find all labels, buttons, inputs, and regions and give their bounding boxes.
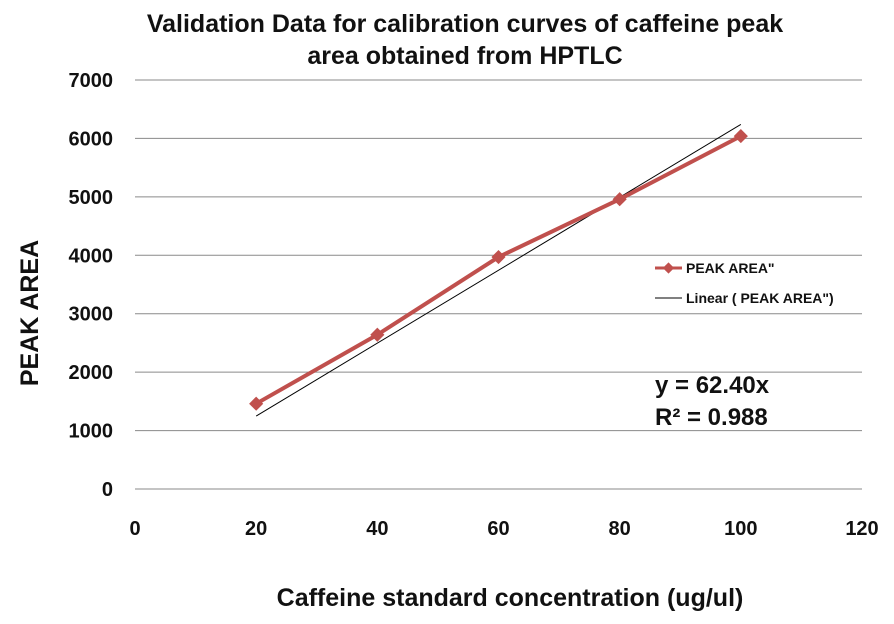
chart-title: Validation Data for calibration curves o… [147,10,783,70]
y-tick-label: 1000 [69,421,114,443]
y-tick-label: 3000 [69,304,114,326]
legend-series-label: PEAK AREA" [686,260,775,276]
x-tick-label: 80 [609,518,631,540]
y-axis-ticks: 0 1000 2000 3000 4000 5000 6000 7000 [69,70,114,501]
trendline-layer [255,123,742,417]
legend-trendline-label: Linear ( PEAK AREA") [686,290,834,306]
gridlines [135,79,862,432]
data-point-marker [370,327,385,342]
equation-text: y = 62.40x [655,372,770,399]
y-tick-label: 7000 [69,70,114,92]
r-squared-text: R² = 0.988 [655,404,768,431]
x-tick-label: 40 [366,518,388,540]
data-point-marker [491,249,506,265]
y-tick-label: 6000 [69,128,114,150]
y-tick-label: 2000 [69,362,114,384]
data-point-marker [733,129,748,144]
legend-series-marker [662,262,675,274]
chart-title-line-1: Validation Data for calibration curves o… [147,10,783,38]
data-point-marker [249,396,264,411]
y-tick-label: 5000 [69,187,114,209]
x-tick-label: 100 [724,518,757,540]
y-tick-label: 4000 [69,245,114,267]
legend: PEAK AREA" Linear ( PEAK AREA") [655,260,834,306]
x-axis-ticks: 0 20 40 60 80 100 120 [129,518,878,540]
trendline-equation: y = 62.40x R² = 0.988 [655,372,770,431]
chart-title-line-2: area obtained from HPTLC [307,42,622,70]
x-tick-label: 120 [845,518,878,540]
y-axis-label: PEAK AREA [16,240,44,386]
x-axis-label: Caffeine standard concentration (ug/ul) [277,584,744,612]
trendline [255,123,742,417]
x-tick-label: 0 [129,518,140,540]
series-layer [249,129,748,411]
y-tick-label: 0 [102,479,113,501]
data-point-marker [612,192,627,207]
x-tick-label: 20 [245,518,267,540]
x-tick-label: 60 [487,518,509,540]
